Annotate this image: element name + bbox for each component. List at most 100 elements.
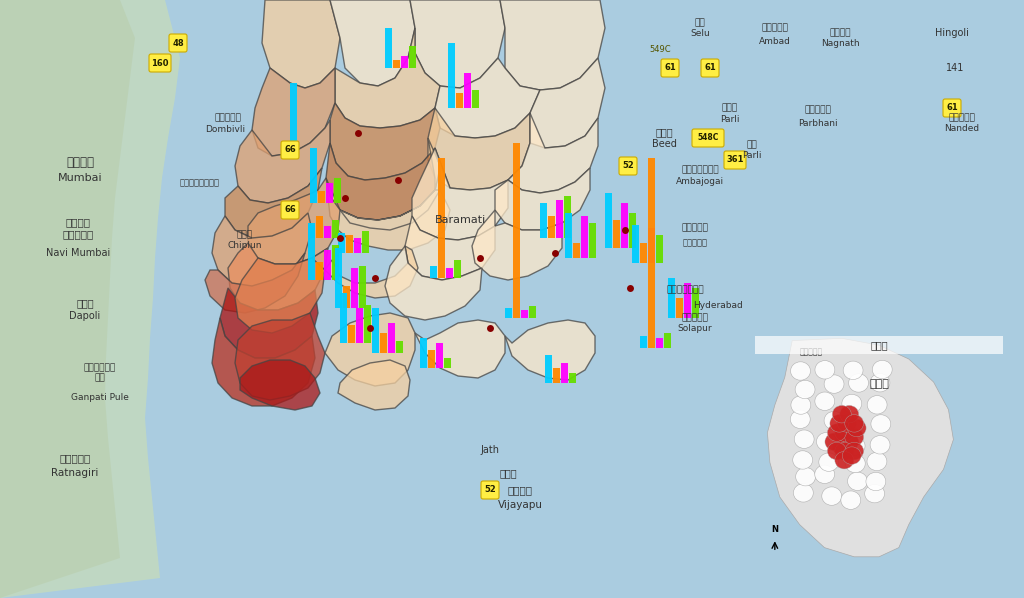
Polygon shape: [508, 113, 598, 193]
Polygon shape: [412, 148, 508, 240]
Bar: [338, 233, 345, 253]
Bar: [581, 216, 588, 258]
Bar: [409, 46, 416, 68]
Polygon shape: [325, 313, 415, 386]
Circle shape: [815, 465, 835, 483]
Polygon shape: [415, 320, 505, 378]
Text: Parli: Parli: [720, 115, 739, 124]
Bar: [521, 310, 528, 318]
Circle shape: [845, 437, 865, 455]
Text: パキスタン: パキスタン: [800, 347, 822, 356]
Bar: [420, 338, 427, 368]
Bar: [553, 368, 560, 383]
Bar: [380, 333, 387, 353]
Bar: [569, 373, 575, 383]
Bar: [316, 216, 323, 238]
Circle shape: [843, 418, 862, 437]
Bar: [632, 225, 639, 263]
Polygon shape: [205, 253, 305, 313]
Text: インド: インド: [869, 379, 889, 389]
Text: 361: 361: [726, 155, 743, 164]
Text: ドンビブリ: ドンビブリ: [215, 114, 242, 123]
Bar: [664, 333, 671, 348]
Text: ビジャー: ビジャー: [508, 485, 532, 495]
Text: Baramati: Baramati: [434, 215, 485, 225]
FancyBboxPatch shape: [281, 201, 299, 219]
Bar: [454, 260, 461, 278]
Text: 66: 66: [284, 206, 296, 215]
Bar: [348, 325, 355, 343]
Circle shape: [867, 396, 887, 414]
Text: 61: 61: [705, 63, 716, 72]
Text: N: N: [771, 525, 778, 534]
Text: 549C: 549C: [649, 45, 671, 54]
Circle shape: [845, 414, 863, 432]
Circle shape: [840, 433, 859, 450]
Bar: [648, 158, 655, 348]
Bar: [656, 338, 663, 348]
Circle shape: [829, 414, 849, 432]
Bar: [449, 43, 455, 108]
Circle shape: [847, 419, 866, 437]
Bar: [755, 336, 1002, 355]
Circle shape: [833, 438, 851, 455]
Bar: [668, 278, 675, 318]
Circle shape: [796, 380, 815, 399]
Bar: [318, 191, 325, 203]
Text: 61: 61: [946, 103, 957, 112]
Circle shape: [872, 361, 892, 379]
Circle shape: [824, 411, 844, 430]
Bar: [692, 288, 699, 318]
Text: Ambajogai: Ambajogai: [676, 178, 724, 187]
Text: 66: 66: [284, 145, 296, 154]
Circle shape: [870, 435, 890, 454]
Text: Parbhani: Parbhani: [798, 118, 838, 127]
Text: Hingoli: Hingoli: [935, 28, 969, 38]
Circle shape: [827, 443, 846, 460]
Bar: [356, 308, 362, 343]
Bar: [684, 283, 691, 318]
Circle shape: [793, 451, 813, 469]
Polygon shape: [252, 68, 335, 156]
Circle shape: [791, 396, 811, 414]
Text: Dombivli: Dombivli: [205, 126, 245, 135]
Polygon shape: [212, 213, 312, 286]
Text: ジャス: ジャス: [499, 468, 517, 478]
Bar: [629, 213, 636, 248]
Bar: [324, 250, 331, 280]
Bar: [324, 226, 331, 238]
Polygon shape: [406, 216, 495, 280]
Polygon shape: [234, 120, 330, 203]
Polygon shape: [225, 168, 322, 238]
Bar: [472, 90, 479, 108]
Text: インド: インド: [870, 340, 888, 350]
Bar: [456, 93, 463, 108]
Bar: [308, 225, 315, 280]
Text: ナンテッド
Nanded: ナンテッド Nanded: [944, 113, 980, 133]
Circle shape: [864, 484, 885, 503]
Circle shape: [835, 451, 854, 469]
Circle shape: [838, 414, 856, 432]
Circle shape: [791, 410, 810, 429]
Circle shape: [845, 428, 863, 446]
Bar: [561, 363, 568, 383]
Text: パルバーニ: パルバーニ: [805, 105, 831, 114]
Circle shape: [794, 484, 813, 502]
Circle shape: [842, 394, 862, 413]
Polygon shape: [767, 338, 953, 557]
Text: 61: 61: [665, 63, 676, 72]
FancyBboxPatch shape: [169, 34, 187, 52]
Bar: [343, 286, 350, 308]
Text: 160: 160: [152, 59, 169, 68]
Polygon shape: [330, 103, 440, 180]
Text: ソラプール
Solapur: ソラプール Solapur: [678, 313, 713, 332]
Circle shape: [795, 430, 814, 448]
Bar: [354, 238, 361, 253]
Polygon shape: [0, 0, 180, 598]
Bar: [385, 28, 392, 68]
Bar: [464, 73, 471, 108]
Text: ビード
Beed: ビード Beed: [651, 127, 677, 149]
Circle shape: [824, 375, 844, 393]
Polygon shape: [0, 0, 135, 598]
Bar: [545, 355, 552, 383]
